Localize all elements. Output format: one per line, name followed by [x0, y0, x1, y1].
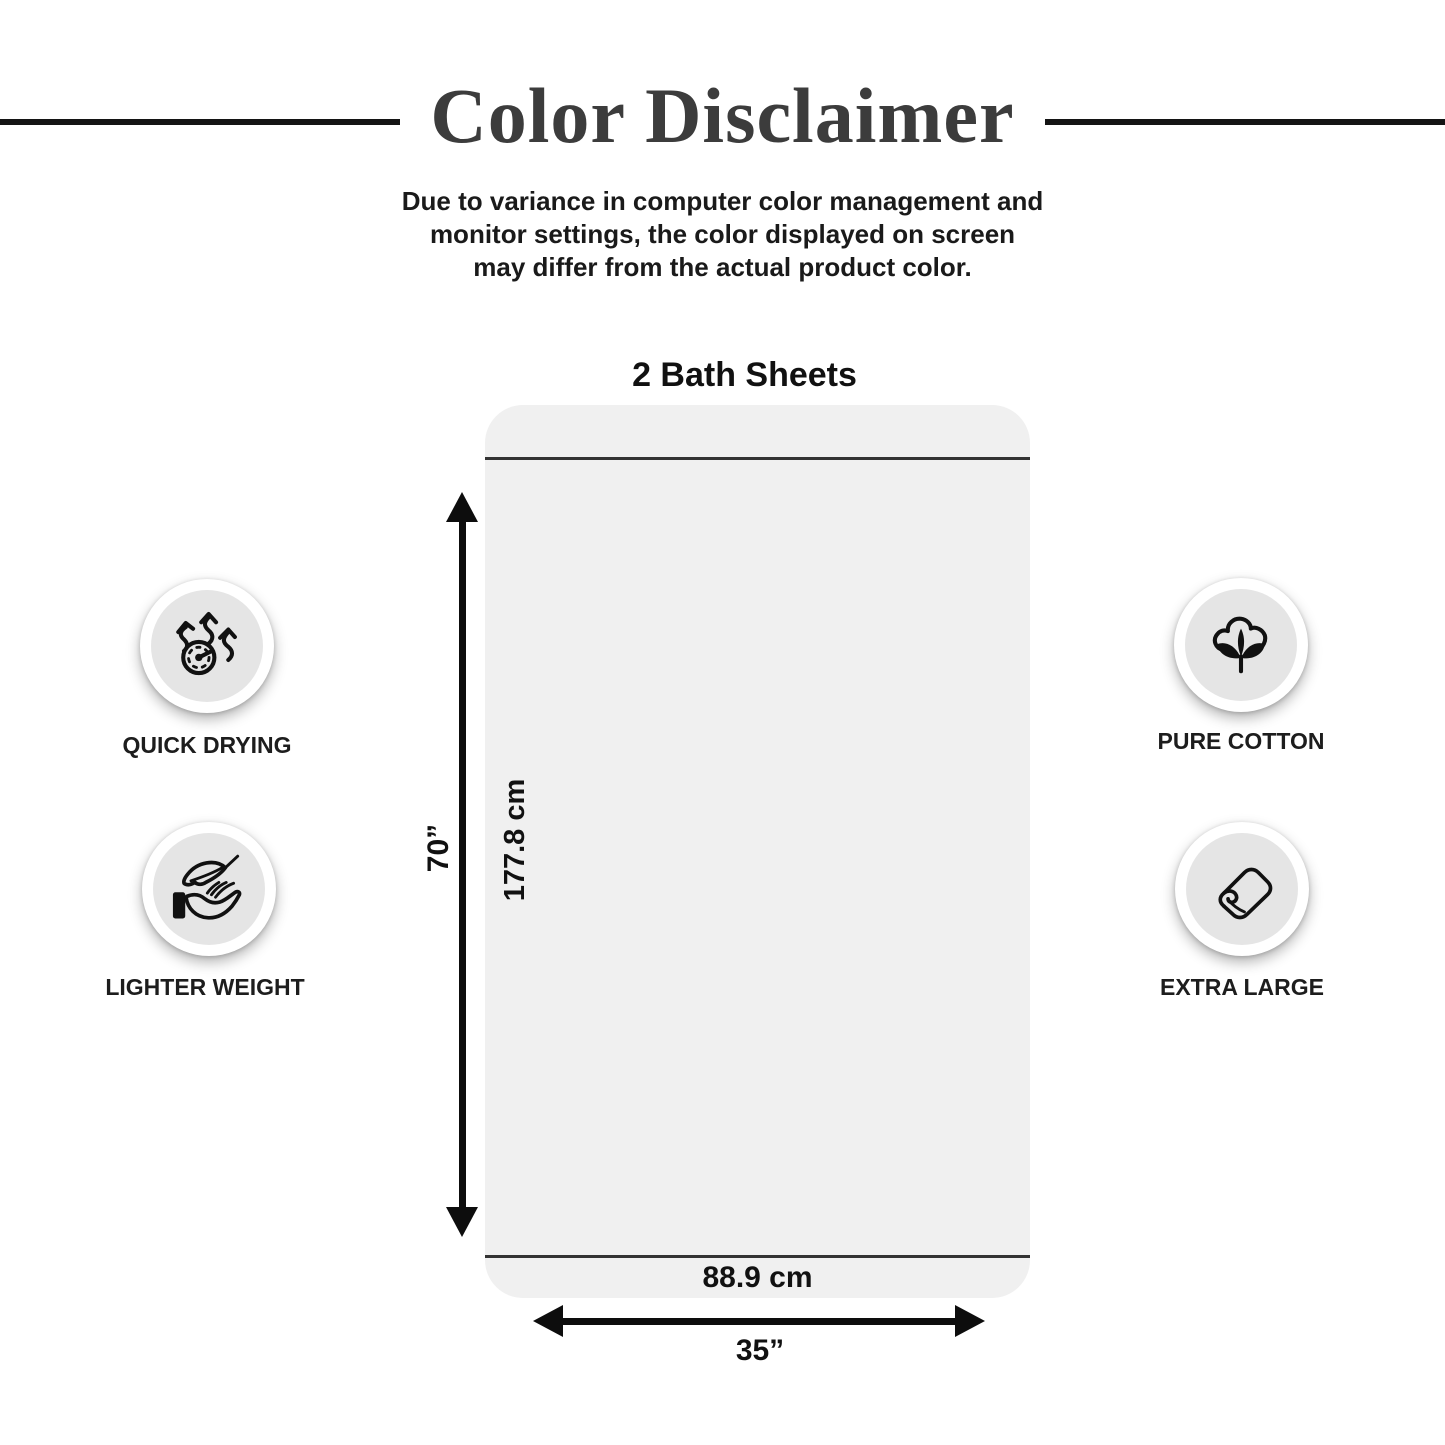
lighter-weight-icon	[172, 854, 242, 920]
lighter-weight-badge	[142, 822, 276, 956]
height-arrow-shaft	[458, 514, 466, 1215]
towel-bottom-hem-line	[485, 1255, 1030, 1258]
width-inches-label: 35”	[735, 1334, 785, 1367]
disclaimer-line: may differ from the actual product color…	[473, 252, 972, 282]
title-rule-left	[0, 119, 400, 125]
disclaimer-text: Due to variance in computer color manage…	[0, 185, 1445, 284]
extra-large-badge	[1175, 822, 1309, 956]
quick-drying-badge	[140, 579, 274, 713]
width-cm-label: 88.9 cm	[702, 1261, 813, 1294]
product-title: 2 Bath Sheets	[632, 356, 857, 394]
towel-top-hem-line	[485, 457, 1030, 460]
height-cm-label: 177.8 cm	[499, 778, 531, 902]
extra-large-badge-inner	[1186, 833, 1298, 945]
lighter-weight-badge-inner	[153, 833, 265, 945]
disclaimer-line: monitor settings, the color displayed on…	[429, 219, 1016, 249]
quick-drying-badge-inner	[151, 590, 263, 702]
pure-cotton-badge-inner	[1185, 589, 1297, 701]
pure-cotton-icon	[1212, 616, 1268, 674]
width-arrow-shaft	[555, 1317, 963, 1325]
extra-large-label: EXTRA LARGE	[1160, 974, 1324, 1000]
quick-drying-icon	[176, 611, 237, 676]
height-dimension-arrow	[446, 492, 478, 1237]
height-inches-label: 70”	[422, 823, 455, 873]
lighter-weight-label: LIGHTER WEIGHT	[105, 974, 305, 1000]
title-rule-right	[1045, 119, 1445, 125]
pure-cotton-badge	[1174, 578, 1308, 712]
towel-diagram: 88.9 cm	[485, 405, 1030, 1298]
pure-cotton-label: PURE COTTON	[1157, 728, 1325, 754]
extra-large-icon	[1218, 867, 1273, 920]
quick-drying-label: QUICK DRYING	[122, 732, 292, 758]
width-dimension-arrow	[533, 1305, 985, 1337]
disclaimer-line: Due to variance in computer color manage…	[401, 186, 1044, 216]
page-title: Color Disclaimer	[430, 72, 1015, 159]
